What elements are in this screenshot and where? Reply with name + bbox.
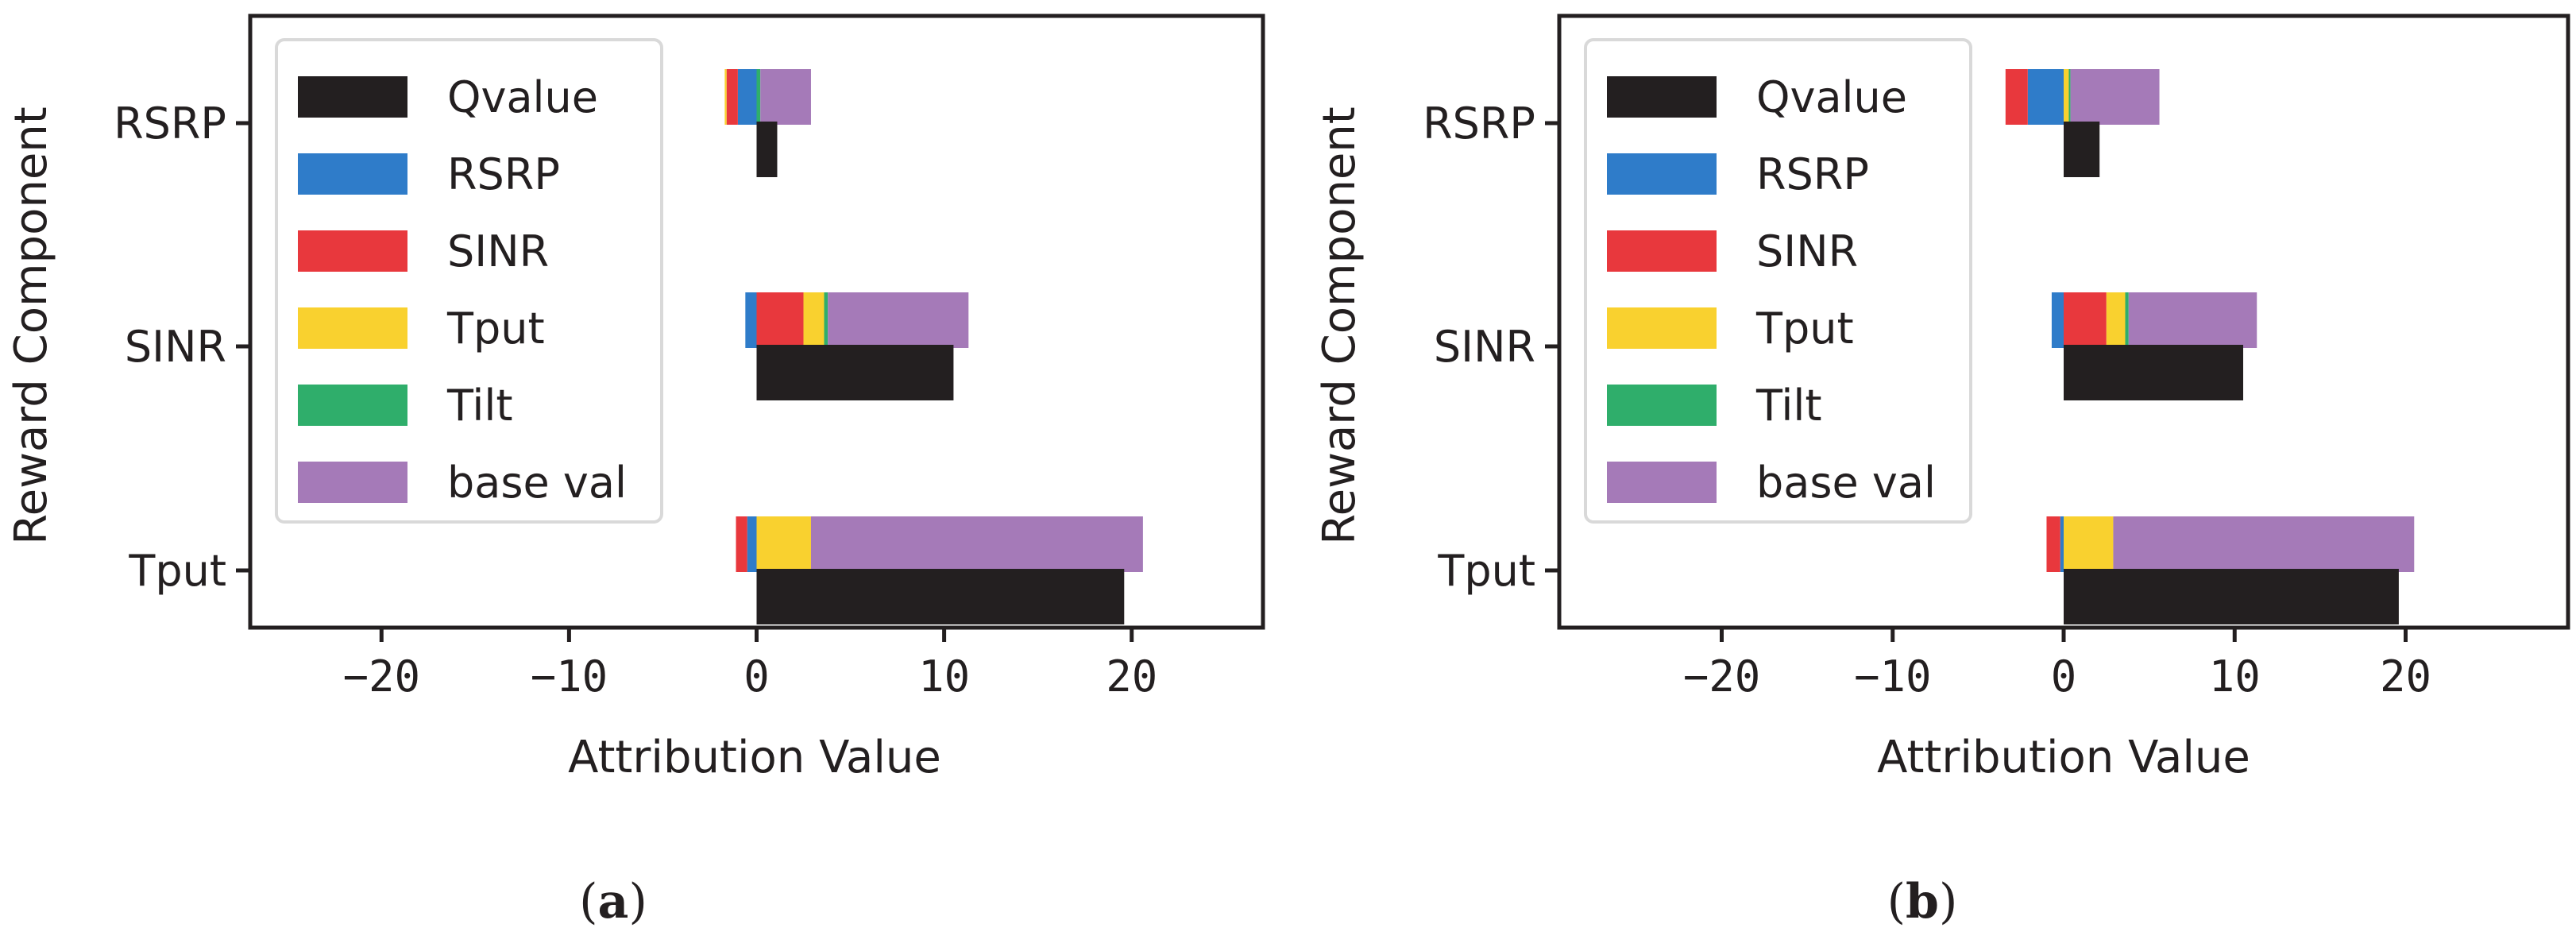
bar-tilt-sinr	[824, 292, 828, 348]
x-tick-label: 0	[2051, 651, 2077, 702]
y-axis-title: Reward Component	[6, 106, 57, 544]
bar-tput-sinr	[2106, 292, 2126, 348]
legend-label-base-val: base val	[447, 458, 627, 508]
x-tick-label: 0	[743, 651, 770, 702]
bar-qvalue-tput	[756, 569, 1125, 624]
bar-base-val-rsrp	[2070, 69, 2160, 125]
y-tick-label-sinr: SINR	[125, 322, 226, 372]
bar-rsrp-sinr	[745, 292, 757, 348]
bar-tilt-rsrp	[756, 69, 761, 125]
caption-a: (a)	[579, 874, 647, 930]
bar-sinr-tput	[736, 516, 747, 572]
bar-tilt-sinr	[2125, 292, 2129, 348]
x-tick-label: −20	[1683, 651, 1761, 702]
chart-panel-a: Reward Component Attribution Value RSRP S…	[6, 14, 1265, 783]
bar-qvalue-tput	[2064, 569, 2399, 624]
legend-swatch-base-val	[298, 462, 407, 503]
legend-swatch-tilt	[1607, 385, 1717, 426]
legend-swatch-tput	[1607, 307, 1717, 349]
y-tick-label-rsrp: RSRP	[114, 99, 226, 149]
legend-label-tput: Tput	[446, 303, 545, 354]
x-tick-label: 10	[2209, 651, 2261, 702]
bar-tput-tput	[756, 516, 811, 572]
bar-rsrp-tput	[747, 516, 757, 572]
legend-label-tilt: Tilt	[1755, 381, 1822, 431]
x-tick-label: 20	[1106, 651, 1157, 702]
y-tick-label-rsrp: RSRP	[1423, 99, 1535, 149]
bar-rsrp-sinr	[2051, 292, 2064, 348]
bar-qvalue-sinr	[2064, 345, 2244, 400]
bar-sinr-sinr	[2064, 292, 2107, 348]
bar-sinr-rsrp	[726, 69, 738, 125]
x-tick-label: −10	[531, 651, 608, 702]
bar-base-val-rsrp	[760, 69, 811, 125]
legend-swatch-qvalue	[298, 76, 407, 118]
y-axis-title: Reward Component	[1314, 106, 1365, 544]
caption-b: (b)	[1887, 874, 1958, 930]
bar-qvalue-rsrp	[756, 122, 778, 177]
legend-label-base-val: base val	[1756, 458, 1936, 508]
legend-swatch-sinr	[298, 230, 407, 272]
legend-label-sinr: SINR	[447, 226, 549, 276]
x-axis-title: Attribution Value	[568, 732, 941, 783]
bar-base-val-sinr	[2128, 292, 2257, 348]
legend-swatch-rsrp	[1607, 153, 1717, 195]
x-tick-label: 20	[2380, 651, 2431, 702]
legend-label-rsrp: RSRP	[1756, 149, 1869, 199]
bar-tput-rsrp	[2064, 69, 2069, 125]
bar-base-val-sinr	[828, 292, 969, 348]
legend-swatch-tilt	[298, 385, 407, 426]
legend-swatch-rsrp	[298, 153, 407, 195]
bar-tput-tput	[2064, 516, 2114, 572]
y-tick-label-tput: Tput	[128, 546, 226, 596]
bar-rsrp-tput	[2060, 516, 2064, 572]
legend-label-rsrp: RSRP	[447, 149, 560, 199]
x-axis-title: Attribution Value	[1877, 732, 2250, 783]
bar-sinr-sinr	[756, 292, 804, 348]
legend-label-sinr: SINR	[1756, 226, 1858, 276]
bar-base-val-tput	[2113, 516, 2415, 572]
bar-sinr-tput	[2046, 516, 2060, 572]
bar-qvalue-sinr	[756, 345, 954, 400]
legend-swatch-tput	[298, 307, 407, 349]
legend-swatch-qvalue	[1607, 76, 1717, 118]
bar-tilt-rsrp	[2068, 69, 2071, 125]
x-tick-label: −20	[343, 651, 421, 702]
legend: Qvalue RSRP SINR Tput Tilt base val	[275, 38, 663, 524]
y-tick-label-sinr: SINR	[1434, 322, 1535, 372]
y-tick-label-tput: Tput	[1437, 546, 1535, 596]
bar-rsrp-rsrp	[737, 69, 757, 125]
x-tick-label: −10	[1854, 651, 1932, 702]
bar-tput-sinr	[803, 292, 825, 348]
bar-rsrp-rsrp	[2027, 69, 2064, 125]
legend-swatch-sinr	[1607, 230, 1717, 272]
plot-frame	[248, 14, 1265, 630]
legend-label-tilt: Tilt	[446, 381, 513, 431]
bar-tput-rsrp	[724, 69, 727, 125]
legend-label-tput: Tput	[1755, 303, 1854, 354]
bar-base-val-tput	[810, 516, 1143, 572]
legend-label-qvalue: Qvalue	[1756, 72, 1907, 122]
legend-label-qvalue: Qvalue	[447, 72, 598, 122]
bar-sinr-rsrp	[2005, 69, 2028, 125]
plot-frame	[1557, 14, 2570, 630]
bar-qvalue-rsrp	[2064, 122, 2100, 177]
chart-panel-b: Reward Component Attribution Value RSRP S…	[1314, 14, 2570, 783]
legend-swatch-base-val	[1607, 462, 1717, 503]
legend: Qvalue RSRP SINR Tput Tilt base val	[1584, 38, 1972, 524]
x-tick-label: 10	[918, 651, 970, 702]
